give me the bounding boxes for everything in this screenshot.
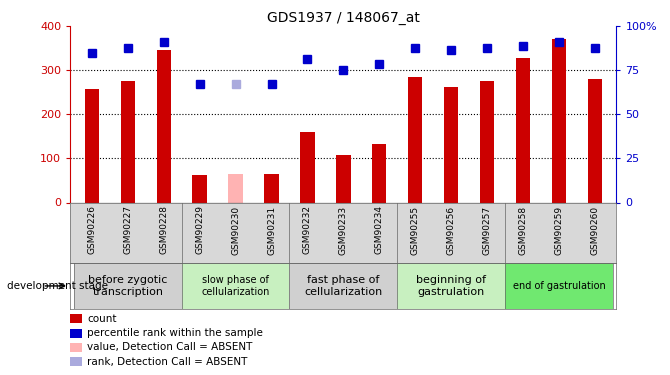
Bar [192, 175, 207, 202]
Text: fast phase of
cellularization: fast phase of cellularization [304, 275, 383, 297]
Bar [444, 87, 458, 202]
Text: GSM90228: GSM90228 [159, 206, 168, 255]
Text: GSM90231: GSM90231 [267, 206, 276, 255]
Bar [408, 77, 422, 203]
Text: count: count [87, 314, 117, 324]
Bar [516, 58, 530, 202]
Text: percentile rank within the sample: percentile rank within the sample [87, 328, 263, 338]
Text: GSM90227: GSM90227 [123, 206, 133, 255]
Text: GSM90258: GSM90258 [519, 206, 527, 255]
Text: slow phase of
cellularization: slow phase of cellularization [202, 275, 270, 297]
Text: GSM90230: GSM90230 [231, 206, 240, 255]
FancyBboxPatch shape [74, 262, 182, 309]
Text: GSM90232: GSM90232 [303, 206, 312, 255]
Text: GSM90257: GSM90257 [482, 206, 492, 255]
Text: beginning of
gastrulation: beginning of gastrulation [416, 275, 486, 297]
FancyBboxPatch shape [397, 262, 505, 309]
Text: before zygotic
transcription: before zygotic transcription [88, 275, 168, 297]
Text: end of gastrulation: end of gastrulation [513, 281, 605, 291]
Bar [336, 155, 350, 203]
Bar [228, 174, 243, 202]
FancyBboxPatch shape [289, 262, 397, 309]
Bar [480, 81, 494, 203]
Bar [121, 81, 135, 203]
Text: GSM90233: GSM90233 [339, 206, 348, 255]
Text: GSM90260: GSM90260 [590, 206, 600, 255]
Bar [588, 79, 602, 203]
Bar [300, 132, 315, 202]
FancyBboxPatch shape [182, 262, 289, 309]
Text: development stage: development stage [7, 281, 108, 291]
FancyBboxPatch shape [505, 262, 613, 309]
Title: GDS1937 / 148067_at: GDS1937 / 148067_at [267, 11, 420, 25]
Text: GSM90259: GSM90259 [554, 206, 563, 255]
Text: rank, Detection Call = ABSENT: rank, Detection Call = ABSENT [87, 357, 247, 366]
Bar [84, 89, 99, 202]
Bar [551, 39, 566, 203]
Text: GSM90226: GSM90226 [87, 206, 96, 255]
Text: GSM90255: GSM90255 [411, 206, 419, 255]
Bar [372, 144, 387, 202]
Bar [265, 174, 279, 202]
Text: value, Detection Call = ABSENT: value, Detection Call = ABSENT [87, 342, 253, 352]
Text: GSM90234: GSM90234 [375, 206, 384, 255]
Text: GSM90256: GSM90256 [447, 206, 456, 255]
Text: GSM90229: GSM90229 [195, 206, 204, 255]
Bar [157, 51, 171, 202]
